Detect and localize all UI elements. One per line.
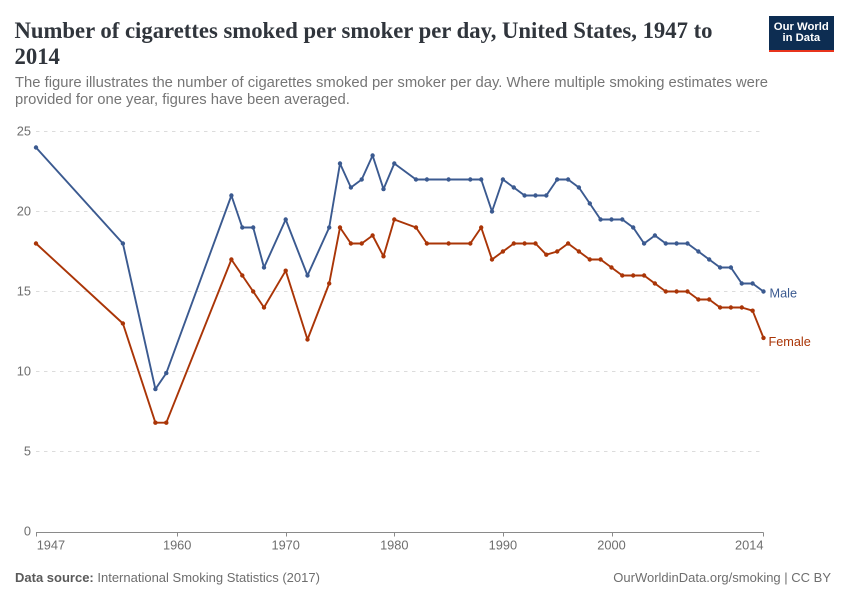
svg-text:5: 5 — [24, 444, 31, 459]
svg-text:20: 20 — [17, 204, 31, 219]
svg-text:2014: 2014 — [735, 537, 763, 552]
svg-text:Female: Female — [769, 335, 811, 349]
svg-text:15: 15 — [17, 284, 31, 299]
svg-text:1970: 1970 — [271, 537, 299, 552]
svg-text:Male: Male — [770, 286, 798, 300]
svg-text:10: 10 — [17, 364, 31, 379]
svg-text:1980: 1980 — [380, 537, 408, 552]
svg-text:0: 0 — [24, 524, 31, 539]
svg-text:2000: 2000 — [597, 537, 625, 552]
svg-text:1990: 1990 — [489, 537, 517, 552]
svg-text:1960: 1960 — [163, 537, 191, 552]
svg-text:25: 25 — [17, 124, 31, 139]
svg-text:1947: 1947 — [37, 537, 65, 552]
